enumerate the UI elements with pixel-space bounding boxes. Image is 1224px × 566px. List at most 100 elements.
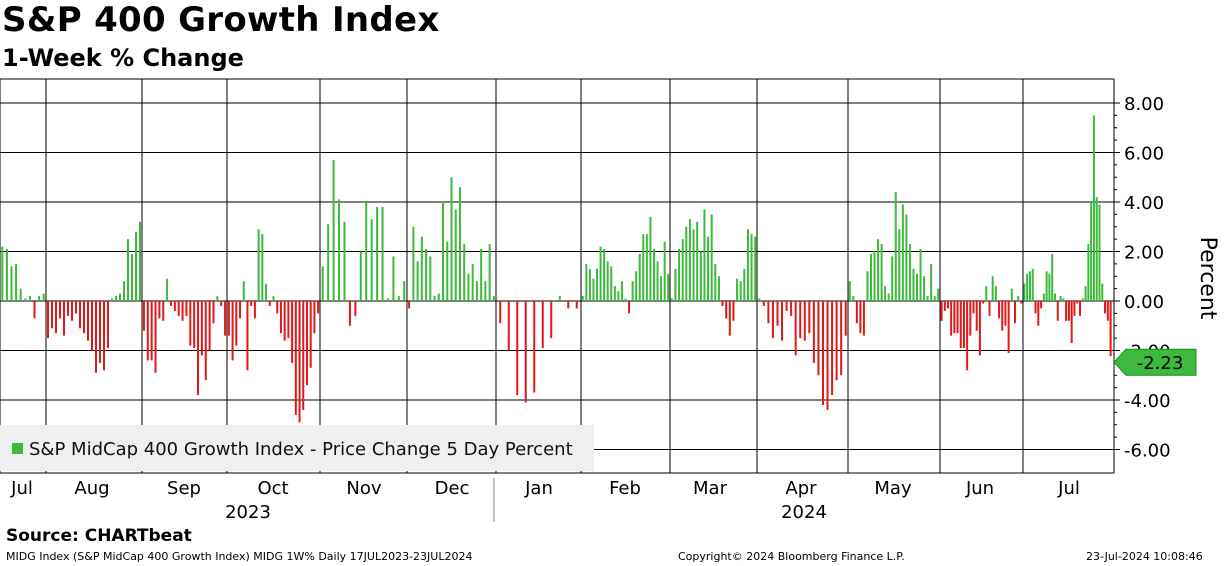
x-tick-label: Oct [257,478,288,499]
bar [242,281,245,301]
bar [1084,286,1087,301]
bar [224,301,227,336]
bar [516,301,519,396]
bar [758,298,761,301]
x-tick-label: Nov [346,478,381,499]
bar [1001,301,1004,331]
bar [699,251,702,301]
bar [855,301,858,324]
last-value-tag [1113,348,1197,376]
bar [197,301,200,396]
bar [617,291,620,301]
bar [33,301,36,319]
bar [817,301,820,376]
year-label-2023: 2023 [225,502,271,523]
x-tick-label: May [874,478,912,499]
bar [919,249,922,301]
bar [257,229,260,301]
bar [103,301,105,371]
bar [1053,293,1056,301]
bar [67,301,69,316]
last-value-callout: -2.23 [1113,348,1197,376]
bar [246,301,249,371]
bar [135,231,137,301]
bar [859,301,862,334]
x-axis: Jul Aug Sep Oct Nov Dec Jan Feb Mar Apr May Jun Jul 2… [10,478,1080,523]
bar [884,286,887,301]
bar [309,301,312,368]
bar [962,301,965,349]
bar [1031,268,1034,301]
last-value-label: -2.23 [1137,353,1184,374]
x-tick-label: Jul [1057,478,1080,499]
bar-series [1,115,1112,423]
bar [1101,283,1104,301]
bar [916,273,918,301]
bar [169,301,172,306]
bar [599,246,602,301]
bar [28,296,31,301]
bar [880,244,883,301]
bar [1017,296,1020,301]
bar [332,159,335,301]
bar [610,266,613,301]
bar [988,301,991,316]
bar [305,301,308,386]
bar [162,301,165,321]
bar [446,241,449,301]
bar [38,296,41,301]
bar [499,301,502,324]
bar [298,301,301,423]
bar [1020,301,1023,304]
bar [821,301,824,405]
bar [656,261,659,301]
bar [488,244,491,301]
bar [95,301,97,373]
bar [848,281,851,301]
bar [15,263,18,302]
bar [131,253,133,301]
bar [956,301,959,334]
bar [75,301,77,314]
bar [707,236,710,301]
bar [926,296,929,301]
y-tick-label: 0.00 [1124,292,1164,313]
bar [1037,301,1040,326]
bar [47,301,49,339]
bar [173,301,176,311]
bar [652,249,655,301]
bar [397,296,400,301]
bar [1062,298,1065,301]
bar [1056,301,1059,321]
bar [239,301,242,319]
bar [1034,301,1037,314]
x-tick-label: Jun [965,478,994,499]
bar [79,301,81,329]
bar [1081,298,1084,301]
bar [1073,301,1076,316]
bar [877,239,880,302]
bar [158,301,161,319]
bar [392,256,395,301]
bar [994,286,997,301]
month-gridlines [45,79,1024,473]
bar [1092,115,1095,302]
bar [776,301,779,326]
bar [313,301,316,334]
bar [703,209,706,301]
bar [139,221,141,301]
bar [291,301,294,363]
legend-swatch [12,443,23,454]
bar [985,286,988,301]
bar [905,214,908,302]
bar [645,234,648,301]
bar [1059,296,1062,301]
bar [63,301,65,336]
bar [1028,271,1031,301]
bar [736,278,739,301]
bar [959,301,962,349]
bar [681,239,684,302]
plot-frame [0,78,1115,474]
footer-left: MIDG Index (S&P MidCap 400 Growth Index)… [6,550,473,563]
